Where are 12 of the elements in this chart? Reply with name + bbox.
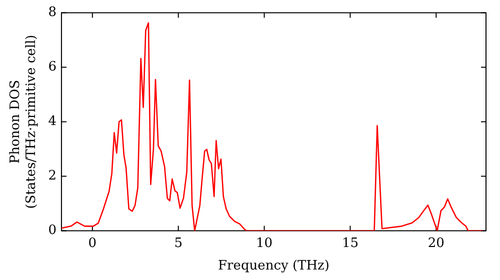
x-tick-label: 5: [174, 236, 182, 251]
x-tick-label: 20: [428, 236, 444, 251]
y-tick-label: 6: [48, 60, 56, 75]
y-tick-label: 2: [48, 168, 56, 184]
x-tick-label: 15: [342, 236, 358, 251]
y-tick-label: 0: [48, 223, 56, 238]
x-axis-title: Frequency (THz): [218, 258, 330, 274]
x-tick-label: 10: [256, 236, 273, 251]
y-axis-title: Phonon DOS (States/THz·primitive cell): [8, 34, 39, 209]
y-tick-label: 8: [48, 5, 56, 20]
x-tick-label: 0: [88, 236, 97, 251]
y-tick-label: 4: [48, 114, 56, 130]
